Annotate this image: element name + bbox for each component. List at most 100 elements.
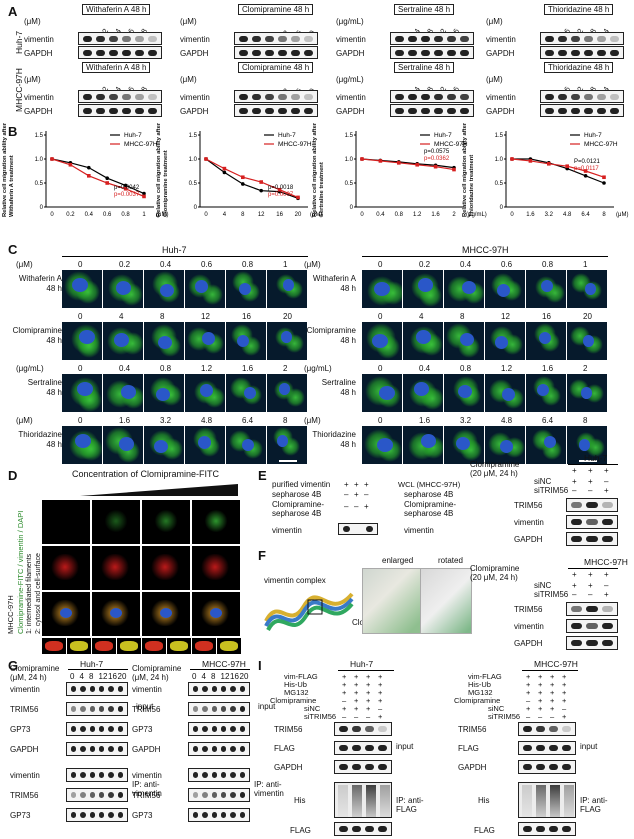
blot-ip xyxy=(66,788,128,802)
data-point xyxy=(296,195,300,200)
blot-band xyxy=(545,107,554,114)
dose-label: 0.4 xyxy=(460,260,472,269)
blot-band xyxy=(117,686,123,692)
panel-label-b: B xyxy=(8,124,18,139)
blot-input xyxy=(518,741,576,755)
cell-line-title: MHCC-97H xyxy=(202,659,246,669)
dose-label: 0 xyxy=(378,312,383,321)
blot-band xyxy=(434,93,443,100)
ubiquitin-smear-blot xyxy=(334,782,392,818)
panel-label-a: A xyxy=(8,4,18,19)
f-rotated-view xyxy=(420,568,472,634)
blot-band xyxy=(421,49,430,56)
blot-band xyxy=(601,623,613,629)
y-tick-label: 0 xyxy=(40,205,44,211)
blot-band xyxy=(135,107,144,114)
data-point xyxy=(87,165,91,170)
data-point xyxy=(433,164,438,169)
blot-band xyxy=(339,726,348,732)
blot-band xyxy=(378,726,387,732)
blot-band xyxy=(89,686,95,692)
dose-unit: (μg/mL) xyxy=(16,364,44,373)
blot-band xyxy=(252,93,261,100)
blot-band xyxy=(98,706,105,712)
band-label-gapdh: GAPDH xyxy=(486,49,515,58)
blot-band xyxy=(584,49,593,56)
band-label: FLAG xyxy=(274,744,295,753)
blot-band xyxy=(230,686,236,692)
f-rotated-label: rotated xyxy=(438,556,463,565)
band-label: GAPDH xyxy=(514,639,543,648)
blot-band xyxy=(365,764,374,770)
y-tick-label: 0 xyxy=(194,205,198,211)
if-image xyxy=(144,322,184,360)
blot-vimentin xyxy=(540,32,624,45)
blot-band xyxy=(601,640,613,646)
blot-input xyxy=(66,742,128,756)
blot-band xyxy=(549,826,558,832)
blot-band xyxy=(523,726,532,732)
dose-label: 16 xyxy=(230,672,239,681)
legend-label: Huh-7 xyxy=(584,132,602,139)
y-tick-label: 0 xyxy=(350,205,354,211)
dose-label: 1.2 xyxy=(201,364,213,373)
fitc-image xyxy=(142,546,190,590)
p-value: p=0.0007 xyxy=(268,192,294,198)
y-tick-label: 0 xyxy=(500,205,504,211)
if-image xyxy=(362,374,402,412)
p-value: p=0.0018 xyxy=(268,185,294,191)
fitc-image xyxy=(42,500,90,544)
x-tick-label: 0 xyxy=(204,212,208,218)
blot-band xyxy=(89,706,95,712)
blot-band xyxy=(108,726,114,732)
dose-label: 0.4 xyxy=(119,364,131,373)
blot-band xyxy=(601,519,613,525)
blot-band xyxy=(211,726,217,732)
blot-band xyxy=(96,107,105,114)
panel-d-side-line: MHCC-97H xyxy=(6,595,15,634)
if-image xyxy=(226,374,266,412)
if-image xyxy=(526,426,566,464)
dose-label: 0 xyxy=(378,416,383,425)
dose-unit: (μg/mL) xyxy=(336,17,364,26)
blot-band xyxy=(265,35,274,42)
blot-band xyxy=(230,706,236,712)
blot-band xyxy=(80,726,86,732)
fitc-image xyxy=(42,592,90,636)
x-tick-label: 12 xyxy=(258,212,265,218)
blot-band xyxy=(148,49,157,56)
y-tick-label: 0.5 xyxy=(495,181,504,187)
blot-band xyxy=(202,792,208,798)
band-label-vimentin: vimentin xyxy=(336,93,366,102)
blot-band xyxy=(378,826,387,832)
dose-label: 2 xyxy=(583,364,588,373)
dose-label: 1.2 xyxy=(501,364,513,373)
blot-band xyxy=(108,706,114,712)
dose-label: 6.4 xyxy=(242,416,254,425)
blot-input xyxy=(66,682,128,696)
drug-title: Thioridazine 48 h xyxy=(544,62,614,73)
x-tick-label: 20 xyxy=(295,212,302,218)
band-label-vimentin: vimentin xyxy=(180,35,210,44)
blot-band xyxy=(352,726,361,732)
if-image xyxy=(526,374,566,412)
band-label: FLAG xyxy=(474,826,495,835)
dose-unit: (μM) xyxy=(24,75,41,84)
blot-band xyxy=(109,107,118,114)
blot-band xyxy=(109,35,118,42)
blot-band xyxy=(122,35,131,42)
drug-row-label: Thioridazine 48 h xyxy=(312,430,356,449)
e-left-2: sepharose 4B xyxy=(272,490,322,499)
blot-input xyxy=(518,760,576,774)
blot-band xyxy=(220,772,227,778)
blot-ip xyxy=(66,768,128,782)
blot-band xyxy=(395,49,404,56)
blot-ip xyxy=(188,788,250,802)
blot-band xyxy=(571,519,583,525)
blot-band-row xyxy=(566,619,618,633)
blot-ip-flag xyxy=(334,822,392,836)
y-tick-label: 1.0 xyxy=(189,157,198,163)
blot-band xyxy=(571,502,583,508)
data-point xyxy=(602,175,606,180)
data-point xyxy=(105,181,109,185)
